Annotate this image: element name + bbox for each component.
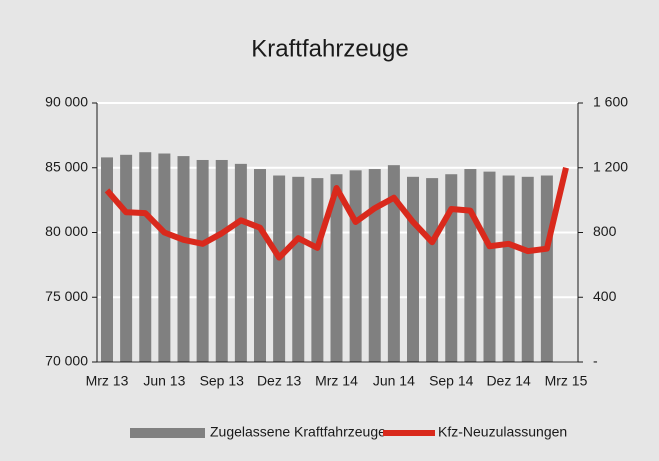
y2-tick-label: - — [593, 353, 598, 369]
y-tick-label: 80 000 — [45, 223, 88, 239]
bar — [407, 176, 419, 362]
x-tick-label: Mrz 14 — [315, 373, 358, 389]
bar — [521, 176, 534, 362]
y-tick-label: 70 000 — [45, 353, 88, 369]
bar — [158, 153, 171, 362]
bar — [196, 159, 209, 362]
bar — [445, 174, 458, 362]
bar — [368, 169, 381, 362]
x-tick-label: Sep 14 — [429, 373, 474, 389]
bar — [215, 159, 228, 362]
y-tick-label: 85 000 — [45, 158, 88, 174]
bar — [234, 163, 247, 362]
legend-swatch — [130, 428, 205, 438]
y2-tick-label: 800 — [593, 223, 617, 239]
x-tick-label: Jun 13 — [143, 373, 185, 389]
bar — [120, 154, 133, 362]
bar — [426, 178, 439, 362]
bar — [349, 170, 362, 362]
bar — [177, 156, 190, 362]
legend-label: Zugelassene Kraftfahrzeuge — [210, 424, 386, 440]
x-tick-label: Mrz 13 — [86, 373, 129, 389]
bar — [330, 174, 343, 362]
y2-tick-label: 400 — [593, 288, 617, 304]
y2-tick-label: 1 200 — [593, 158, 628, 174]
x-tick-label: Mrz 15 — [545, 373, 588, 389]
bar — [540, 175, 553, 362]
bar — [311, 178, 324, 362]
y2-tick-label: 1 600 — [593, 94, 628, 110]
legend-label: Kfz-Neuzulassungen — [438, 424, 567, 440]
line — [104, 167, 569, 261]
bar — [273, 175, 286, 362]
y-tick-label: 90 000 — [45, 94, 88, 110]
bar — [101, 157, 113, 362]
bar — [292, 176, 305, 362]
bar — [464, 169, 477, 362]
bar — [483, 171, 496, 362]
x-tick-label: Dez 14 — [486, 373, 531, 389]
x-tick-label: Jun 14 — [373, 373, 415, 389]
x-tick-label: Sep 13 — [200, 373, 245, 389]
bar — [502, 175, 515, 362]
chart-title: Kraftfahrzeuge — [251, 35, 408, 62]
bar — [139, 152, 152, 362]
bar — [254, 169, 266, 362]
x-tick-label: Dez 13 — [257, 373, 302, 389]
bar — [387, 165, 400, 362]
y-tick-label: 75 000 — [45, 288, 88, 304]
